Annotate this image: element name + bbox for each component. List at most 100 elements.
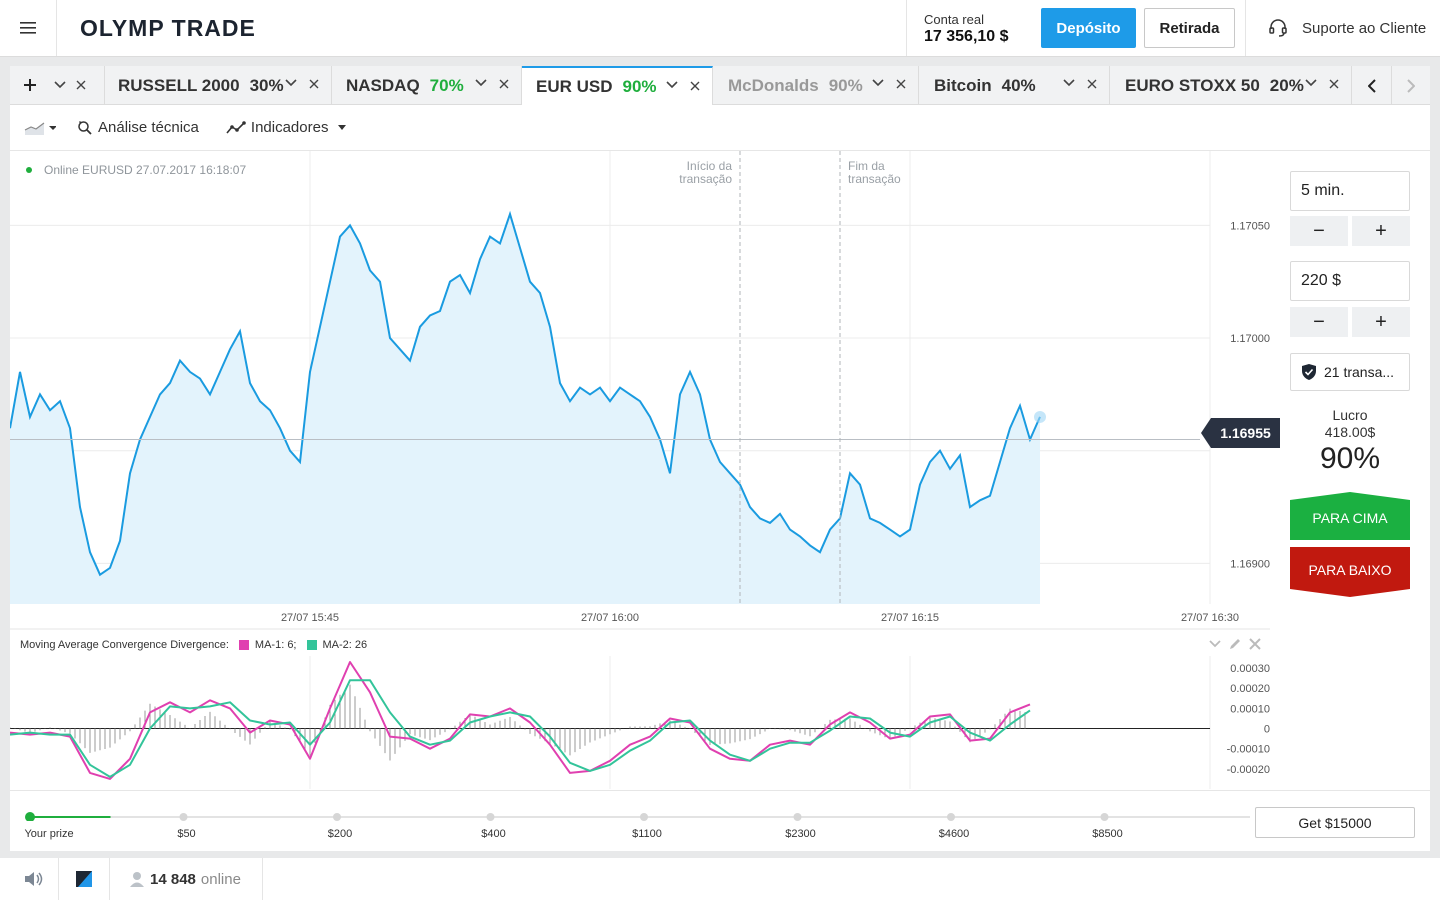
chevron-down-icon[interactable] (285, 79, 297, 87)
support-button[interactable]: Suporte ao Cliente (1245, 0, 1440, 56)
prize-level-dot (25, 812, 35, 821)
close-icon[interactable] (499, 79, 509, 89)
price-line (10, 210, 1041, 577)
put-down-button[interactable]: PARA BAIXO (1290, 547, 1410, 597)
deposit-button[interactable]: Depósito (1041, 8, 1136, 48)
chevron-down-icon[interactable] (1208, 637, 1222, 651)
online-count: 14 848 (150, 870, 196, 888)
area-chart-icon (24, 122, 56, 135)
top-bar: OLYMP TRADE Conta real 17 356,10 $ Depós… (0, 0, 1440, 57)
technical-analysis-button[interactable]: Análise técnica (77, 119, 199, 136)
chevron-down-icon[interactable] (475, 79, 487, 87)
chevron-right-icon (1407, 78, 1415, 93)
duration-input[interactable]: 5 min. (1290, 171, 1410, 211)
indicators-label: Indicadores (250, 119, 329, 136)
prize-level-dot (179, 813, 188, 821)
tab-eurusd[interactable]: EUR USD 90% (522, 66, 713, 105)
prize-level-label: Your prize (24, 828, 74, 840)
support-label: Suporte ao Cliente (1302, 19, 1427, 37)
shield-check-icon (1302, 364, 1316, 380)
amount-minus-button[interactable]: − (1290, 307, 1348, 337)
tab-nasdaq[interactable]: NASDAQ 70% (332, 66, 522, 105)
prize-level-label: $4600 (938, 828, 970, 840)
tabs-next-button[interactable] (1392, 66, 1430, 105)
price-area-fill (10, 214, 1040, 604)
tab-payout: 40% (1001, 75, 1036, 95)
amount-input[interactable]: 220 $ (1290, 261, 1410, 301)
close-icon[interactable] (309, 79, 319, 89)
tab-label: McDonalds (728, 75, 819, 95)
online-dot (26, 167, 32, 173)
prize-level-label: $2300 (785, 828, 816, 840)
plus-icon[interactable] (24, 79, 36, 91)
get-prize-button[interactable]: Get $15000 (1255, 807, 1415, 838)
menu-icon[interactable] (0, 0, 57, 56)
prize-level-label: $1100 (632, 828, 662, 840)
speaker-icon (25, 872, 43, 886)
x-tick-label: 27/07 16:30 (1181, 612, 1239, 624)
prize-level-dot (947, 813, 955, 821)
tab-bitcoin[interactable]: Bitcoin 40% (919, 66, 1110, 105)
chevron-down-icon[interactable] (1063, 79, 1075, 87)
chevron-down-icon[interactable] (872, 79, 884, 87)
chart-toolbar: Análise técnica Indicadores (10, 105, 1430, 151)
withdraw-button[interactable]: Retirada (1144, 8, 1235, 48)
tab-russell[interactable]: RUSSELL 2000 30% (105, 66, 332, 105)
close-icon[interactable] (1248, 637, 1262, 651)
y-tick-label: 1.17000 (1230, 333, 1270, 345)
add-tab-button[interactable] (10, 66, 105, 105)
chevron-down-icon[interactable] (54, 81, 66, 89)
current-price-tag: 1.16955 (1201, 418, 1280, 448)
chart-type-button[interactable] (24, 120, 61, 136)
tab-label: EURO STOXX 50 (1125, 75, 1260, 95)
current-price: 1.16955 (1211, 418, 1280, 448)
macd-y-tick-label: 0.00030 (1230, 663, 1270, 675)
sound-button[interactable] (10, 858, 59, 900)
duration-minus-button[interactable]: − (1290, 216, 1348, 246)
logo[interactable]: OLYMP TRADE (80, 15, 256, 41)
chevron-left-icon (1367, 78, 1376, 93)
call-up-button[interactable]: PARA CIMA (1290, 492, 1410, 540)
theme-icon (76, 871, 92, 887)
headset-icon (1269, 19, 1287, 37)
x-tick-label: 27/07 15:45 (281, 612, 339, 624)
close-icon[interactable] (1087, 79, 1097, 89)
ma1-swatch (238, 640, 249, 650)
price-chart[interactable]: 27/07 15:45 27/07 16:00 27/07 16:15 27/07 1… (10, 151, 1290, 791)
online-label: online (200, 870, 241, 888)
close-icon[interactable] (896, 79, 906, 89)
prize-level-dot (793, 813, 802, 821)
online-users: 14 848 online (110, 858, 263, 900)
ma2-swatch (306, 640, 317, 650)
y-tick-label: 1.16900 (1230, 558, 1270, 570)
tab-payout: 20% (1269, 75, 1304, 95)
pencil-icon[interactable] (1228, 637, 1242, 651)
macd-y-tick-label: -0.00020 (1227, 764, 1270, 776)
macd-y-tick-label: 0.00010 (1230, 703, 1270, 715)
tab-eurostoxx[interactable]: EURO STOXX 50 20% (1110, 66, 1352, 105)
tab-mcdonalds[interactable]: McDonalds 90% (713, 66, 919, 105)
tab-label: RUSSELL 2000 (118, 75, 240, 95)
macd-y-tick-label: 0.00020 (1230, 683, 1270, 695)
prize-level-label: $50 (177, 828, 196, 840)
trade-end-label: Fim da (848, 159, 885, 173)
macd-controls (1208, 637, 1262, 651)
prize-level-label: $200 (327, 828, 353, 840)
transactions-label: 21 transa... (1324, 364, 1395, 380)
close-icon[interactable] (1329, 79, 1339, 89)
theme-toggle[interactable] (59, 858, 110, 900)
y-tick-label: 1.17050 (1230, 220, 1270, 232)
chevron-down-icon[interactable] (666, 81, 678, 89)
close-icon[interactable] (76, 80, 86, 90)
account-selector[interactable]: Conta real 17 356,10 $ (906, 0, 1031, 56)
duration-plus-button[interactable]: + (1352, 216, 1410, 246)
chevron-down-icon[interactable] (1305, 79, 1317, 87)
close-icon[interactable] (690, 81, 700, 91)
profit-label: Lucro (1332, 407, 1368, 423)
x-tick-label: 27/07 16:15 (881, 612, 939, 624)
indicators-button[interactable]: Indicadores (226, 119, 352, 136)
transactions-button[interactable]: 21 transa... (1290, 353, 1410, 391)
x-tick-label: 27/07 16:00 (581, 612, 639, 624)
amount-plus-button[interactable]: + (1352, 307, 1410, 337)
tabs-prev-button[interactable] (1352, 66, 1392, 105)
